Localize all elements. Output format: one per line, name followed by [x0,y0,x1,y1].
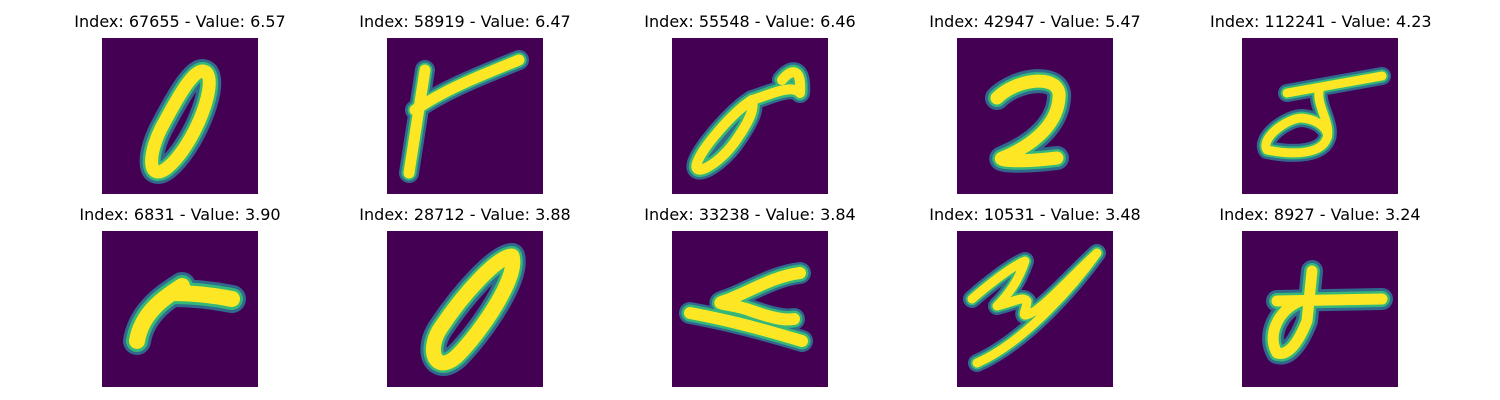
digit-image [957,38,1113,194]
digit-image [1242,38,1398,194]
image-title: Index: 8927 - Value: 3.24 [1219,205,1421,224]
image-title: Index: 28712 - Value: 3.88 [359,205,571,224]
digit-glyph [1257,67,1391,162]
digit-image [672,38,828,194]
stroke-group [679,262,813,352]
digit-image [672,231,828,387]
image-title: Index: 42947 - Value: 5.47 [929,12,1141,31]
stroke-group [985,69,1071,173]
digit-image [957,231,1113,387]
stroke-group [1257,67,1391,162]
digit-glyph [123,272,246,355]
stroke-group [139,59,222,184]
image-title: Index: 67655 - Value: 6.57 [74,12,286,31]
digit-image [102,231,258,387]
digit-glyph [963,244,1106,372]
stroke-group [420,243,526,376]
digit-glyph [420,243,526,376]
stroke-group [399,50,529,183]
digit-glyph [139,59,222,184]
digit-image [1242,231,1398,387]
image-title: Index: 10531 - Value: 3.48 [929,205,1141,224]
image-title: Index: 6831 - Value: 3.90 [79,205,281,224]
image-title: Index: 58919 - Value: 6.47 [359,12,571,31]
digit-glyph [679,262,813,352]
digit-glyph [399,50,529,183]
digit-glyph [985,69,1071,173]
digit-image [387,38,543,194]
stroke-group [123,272,246,355]
digit-image [387,231,543,387]
stroke-group [963,244,1106,372]
digit-glyph [686,62,811,180]
image-title: Index: 112241 - Value: 4.23 [1210,12,1432,31]
stroke-group [1262,260,1393,365]
digit-glyph [1262,260,1393,365]
stroke-group [686,62,811,180]
image-title: Index: 33238 - Value: 3.84 [644,205,856,224]
digit-image [102,38,258,194]
image-title: Index: 55548 - Value: 6.46 [644,12,856,31]
